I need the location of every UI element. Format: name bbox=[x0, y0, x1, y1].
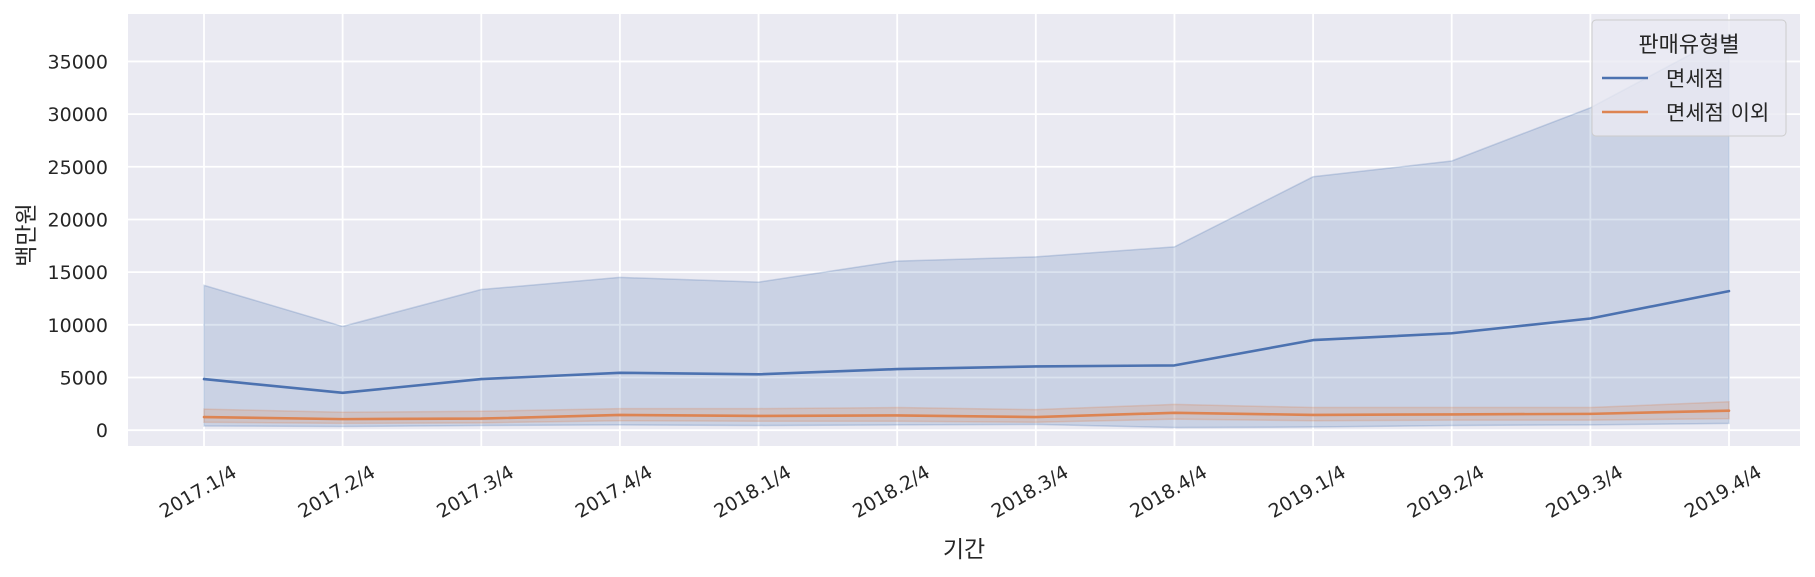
y-tick-label: 30000 bbox=[48, 104, 108, 126]
x-tick-label: 2019.3/4 bbox=[1542, 461, 1627, 523]
x-tick-label: 2017.3/4 bbox=[433, 461, 518, 523]
legend-title: 판매유형별 bbox=[1638, 33, 1739, 58]
series-line-duty-free bbox=[202, 289, 1731, 395]
confidence-band-duty-free bbox=[203, 32, 1730, 429]
y-tick-label: 15000 bbox=[48, 262, 108, 284]
x-tick-label: 2019.2/4 bbox=[1404, 461, 1489, 523]
x-tick-label: 2017.2/4 bbox=[295, 461, 380, 523]
x-tick-labels: 2017.1/4 2017.2/4 2017.3/4 2017.4/4 2018.1/4… bbox=[156, 461, 1766, 523]
legend-box bbox=[1591, 19, 1787, 137]
plot-background bbox=[128, 14, 1800, 446]
y-gridlines bbox=[128, 60, 1800, 432]
x-tick-label: 2019.1/4 bbox=[1265, 461, 1350, 523]
x-tick-label: 2017.1/4 bbox=[156, 461, 241, 523]
y-tick-label: 5000 bbox=[60, 368, 108, 390]
legend-label-non-duty-free: 면세점 이외 bbox=[1666, 101, 1769, 125]
x-tick-label: 2019.4/4 bbox=[1681, 461, 1766, 523]
x-axis-label: 기간 bbox=[943, 537, 985, 563]
y-tick-labels: 0 5000 10000 15000 20000 25000 30000 35000 bbox=[48, 51, 108, 442]
series-line-non-duty-free bbox=[202, 409, 1731, 421]
x-tick-label: 2018.3/4 bbox=[988, 461, 1073, 523]
legend: 판매유형별 면세점 면세점 이외 bbox=[1591, 19, 1787, 137]
confidence-band-non-duty-free bbox=[203, 400, 1730, 425]
confidence-bands bbox=[203, 32, 1730, 429]
y-tick-label: 25000 bbox=[48, 157, 108, 179]
y-tick-label: 10000 bbox=[48, 315, 108, 337]
y-tick-label: 0 bbox=[96, 420, 108, 442]
x-tick-label: 2018.1/4 bbox=[710, 461, 795, 523]
x-tick-label: 2018.2/4 bbox=[849, 461, 934, 523]
x-gridlines bbox=[203, 14, 1730, 446]
x-tick-label: 2017.4/4 bbox=[572, 461, 657, 523]
x-tick-label: 2018.4/4 bbox=[1126, 461, 1211, 523]
y-axis-label: 백만원 bbox=[14, 203, 40, 266]
y-tick-label: 35000 bbox=[48, 51, 108, 73]
series-lines bbox=[202, 289, 1731, 421]
legend-label-duty-free: 면세점 bbox=[1666, 67, 1724, 91]
y-tick-label: 20000 bbox=[48, 209, 108, 231]
